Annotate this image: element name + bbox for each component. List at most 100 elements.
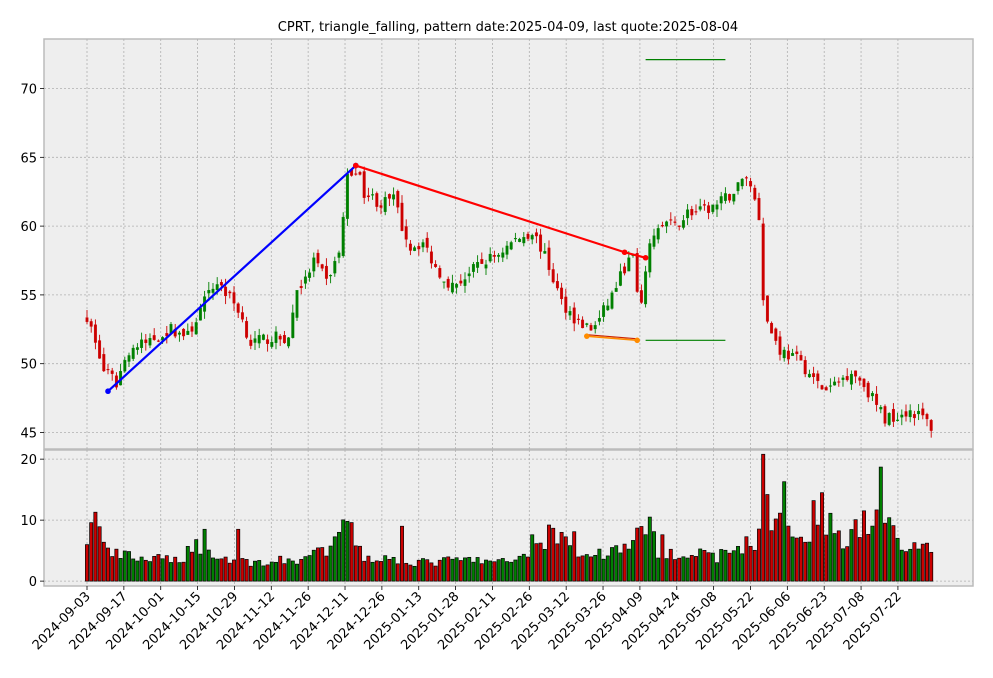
candle-body [728,194,732,201]
volume-bar [316,547,320,582]
volume-tick-label: 0 [29,575,37,590]
volume-bar [244,559,249,582]
candle-body [446,278,450,288]
volume-bar [715,562,719,582]
volume-bar [534,543,539,582]
candle-body [904,411,908,417]
candle-body [102,354,106,372]
volume-bar [101,541,106,582]
volume-bar [563,536,568,582]
candle-body [602,305,606,317]
volume-bar [786,525,791,582]
candle-body [757,198,761,221]
volume-bar [219,558,224,582]
volume-bar [761,453,766,582]
volume-bar [169,562,173,582]
volume-bar [752,549,757,582]
volume-bar [127,551,131,582]
price-tick-label: 50 [20,358,37,373]
candle-body [921,408,925,416]
volume-bar [744,536,749,582]
candle-body [740,178,744,187]
volume-bar [223,556,228,582]
candle-body [816,373,820,382]
candle-body [597,317,601,322]
volume-bar [736,546,740,582]
candle-body [177,332,181,335]
candle-body [652,235,656,247]
volume-bar [198,553,203,582]
volume-bar [416,559,421,582]
candle-body [459,280,463,284]
candle-body [455,284,459,288]
volume-bar [668,548,673,582]
candle-body [686,209,690,219]
candle-body [404,226,408,240]
candle-body [396,190,400,208]
volume-bar [211,557,215,582]
candle-body [660,225,664,227]
candle-body [354,173,358,175]
candles [85,166,933,438]
candle-body [240,312,244,320]
candle-body [131,347,135,359]
candle-body [345,173,349,219]
candle-body [501,252,505,258]
volume-bar [870,525,875,582]
candle-body [824,387,828,391]
candle-body [639,290,643,303]
volume-bar [677,557,682,582]
candle-body [912,414,916,419]
volume-bar [177,562,182,582]
candle-body [618,271,622,286]
candle-body [925,414,929,420]
candle-body [505,245,509,255]
volume-bar [572,531,577,582]
volume-bar [757,528,761,582]
volume-bar [265,564,270,582]
volume-bar [765,494,770,582]
volume-bar [542,548,547,582]
volume-bar [320,547,325,582]
volume-bar [778,512,782,582]
candle-body [614,287,618,292]
candle-body [719,196,723,204]
volume-y-axis: 0 10 20 [20,453,44,590]
candle-body [211,288,215,293]
candle-body [736,182,740,192]
volume-bar [551,527,556,582]
candle-body [379,205,383,208]
candle-body [854,370,858,377]
candle-body [681,220,685,228]
candle-body [392,194,396,200]
volume-bar [374,560,379,582]
candle-body [774,328,778,341]
volume-bar [521,553,526,582]
volume-bar [467,556,472,582]
candle-body [879,407,883,410]
candle-body [581,319,585,329]
volume-bar [727,552,732,582]
candle-body [635,253,639,292]
volume-bar [425,559,430,582]
candle-body [484,264,488,269]
volume-bar [143,559,148,582]
volume-bar [433,565,438,582]
volume-bar [278,555,283,582]
volume-bar [904,551,908,582]
volume-bar [509,561,514,582]
volume-bar [93,511,98,582]
candle-body [400,202,404,231]
candle-body [698,206,702,210]
candle-body [551,269,555,283]
candle-body [450,282,454,293]
volume-bar [899,549,904,582]
candle-body [421,242,425,248]
volume-bar [383,555,388,582]
candle-body [623,266,627,274]
candle-body [299,286,303,289]
candle-body [765,295,769,322]
candle-body [795,351,799,355]
candle-body [308,272,312,278]
candle-body [513,238,517,240]
